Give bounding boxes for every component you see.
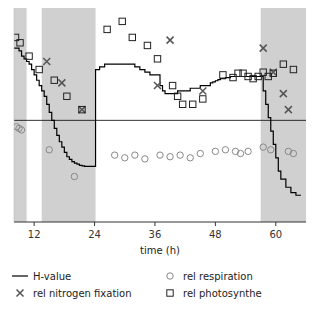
point	[79, 106, 85, 112]
legend-swatch	[12, 275, 28, 276]
point	[129, 34, 135, 40]
point	[177, 152, 183, 158]
point	[119, 18, 125, 24]
point	[190, 101, 196, 107]
point	[220, 72, 226, 78]
background	[0, 0, 320, 320]
y-axis-line	[14, 8, 15, 222]
x-tick-label: 48	[209, 229, 222, 240]
point	[154, 56, 160, 62]
point	[104, 26, 110, 32]
point	[260, 45, 267, 52]
step-line	[14, 48, 301, 195]
x-tick	[275, 222, 276, 226]
point	[245, 148, 251, 154]
plot-area	[14, 8, 306, 222]
point	[51, 77, 57, 83]
point	[154, 82, 161, 89]
x-tick-label: 24	[88, 229, 101, 240]
legend-swatch	[17, 290, 24, 297]
x-tick	[215, 222, 216, 226]
point	[157, 152, 163, 158]
point	[36, 66, 42, 72]
x-axis-label: time (h)	[140, 245, 180, 256]
point	[200, 96, 206, 102]
point	[122, 155, 128, 161]
band	[14, 8, 27, 222]
point	[132, 152, 138, 158]
x-tick-label: 60	[269, 229, 282, 240]
legend-label: rel respiration	[183, 271, 253, 282]
x-tick-label: 36	[149, 229, 162, 240]
point	[199, 87, 206, 94]
point	[197, 150, 203, 156]
point	[222, 147, 228, 153]
point	[270, 69, 277, 76]
x-tick	[34, 222, 35, 226]
point	[169, 82, 175, 88]
point	[144, 42, 150, 48]
band	[261, 8, 306, 222]
point	[290, 150, 296, 156]
point	[167, 154, 173, 160]
point	[174, 93, 180, 99]
point	[111, 152, 117, 158]
x-tick	[94, 222, 95, 226]
point	[43, 58, 50, 65]
reference-line	[14, 120, 306, 121]
point	[78, 106, 85, 113]
point	[290, 66, 296, 72]
legend-label: rel nitrogen fixation	[33, 288, 132, 299]
point	[46, 147, 52, 153]
point	[268, 147, 274, 153]
point	[58, 79, 65, 86]
x-tick-label: 12	[28, 229, 41, 240]
legend-label: rel photosynthe	[183, 288, 262, 299]
point	[64, 93, 70, 99]
point	[280, 90, 287, 97]
point	[212, 148, 218, 154]
x-tick	[154, 222, 155, 226]
point	[187, 155, 193, 161]
scatter-series	[14, 124, 297, 180]
legend-swatch	[167, 273, 173, 279]
point	[142, 156, 148, 162]
point	[179, 101, 185, 107]
point	[167, 37, 174, 44]
point	[18, 127, 24, 133]
scatter-series	[14, 18, 297, 113]
band	[42, 8, 96, 222]
legend: H-value rel nitrogen fixation rel respirat…	[12, 271, 262, 299]
chart: 12 24 36 48 60 time (h) H-value rel nitrogen fi…	[0, 0, 320, 320]
scatter-series	[43, 37, 292, 114]
legend-swatch	[167, 290, 173, 296]
point	[270, 70, 276, 76]
point	[26, 53, 32, 59]
point	[260, 144, 266, 150]
x-axis-line	[14, 222, 306, 223]
point	[285, 106, 292, 113]
point	[71, 173, 77, 179]
legend-label: H-value	[33, 271, 71, 282]
point	[280, 61, 286, 67]
point	[237, 150, 243, 156]
point	[17, 40, 23, 46]
